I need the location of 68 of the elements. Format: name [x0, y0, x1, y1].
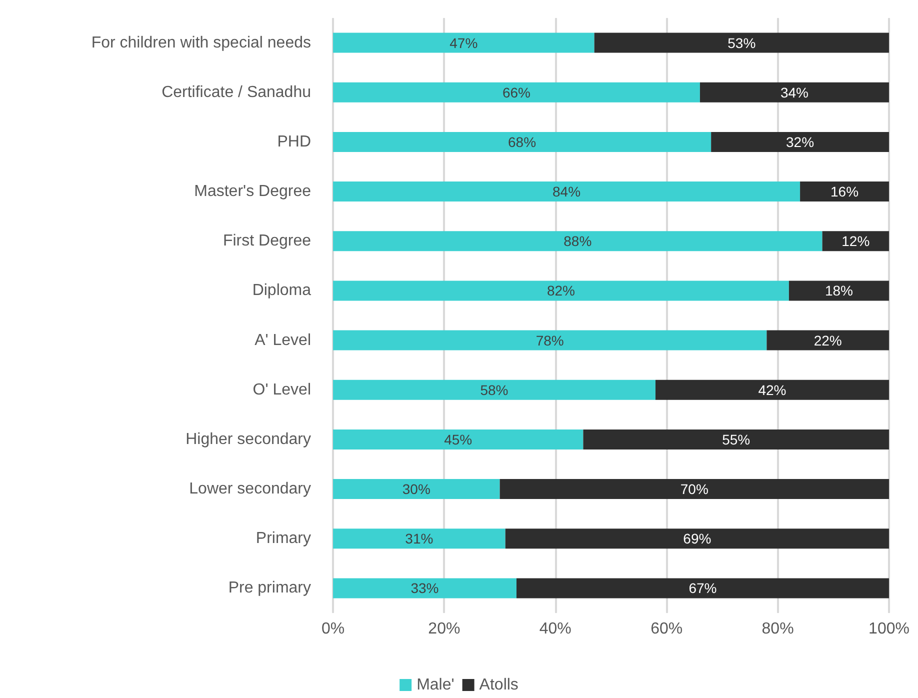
- data-label: 70%: [680, 481, 708, 498]
- legend-label: Male': [416, 676, 454, 694]
- bar: [333, 528, 506, 549]
- bar: [800, 182, 889, 202]
- y-tick-label: PHD: [277, 133, 311, 150]
- y-tick-label: Higher secondary: [186, 430, 311, 448]
- data-label: 16%: [830, 184, 859, 200]
- bar: [333, 280, 789, 301]
- bar: [333, 380, 656, 400]
- data-label: 82%: [546, 282, 575, 299]
- y-tick-label: Primary: [256, 530, 311, 548]
- x-tick-label: 80%: [762, 620, 794, 638]
- bar: [766, 330, 889, 350]
- bar: [333, 182, 800, 202]
- data-label: 30%: [402, 481, 430, 498]
- data-label: 68%: [508, 134, 536, 150]
- y-tick-label: First Degree: [222, 232, 312, 250]
- bar: [333, 32, 594, 53]
- bar: [711, 132, 889, 152]
- bar: [700, 82, 889, 102]
- data-label: 58%: [480, 382, 508, 398]
- x-tick-label: 100%: [868, 620, 910, 638]
- data-label: 18%: [824, 282, 853, 299]
- y-tick-label: For children with special needs: [91, 34, 311, 52]
- bar: [822, 231, 889, 252]
- bar: [333, 578, 516, 598]
- data-label: 12%: [842, 233, 870, 250]
- x-tick-label: 20%: [428, 620, 460, 638]
- bar: [788, 280, 889, 301]
- data-label: 55%: [722, 431, 750, 448]
- x-tick-label: 40%: [539, 620, 572, 638]
- legend-label: Atolls: [479, 676, 518, 694]
- data-label: 34%: [780, 84, 808, 100]
- data-label: 69%: [683, 530, 712, 547]
- y-tick-label: A' Level: [254, 332, 311, 349]
- data-label: 53%: [728, 34, 756, 51]
- bar: [333, 231, 822, 252]
- y-tick-label: Lower secondary: [189, 480, 311, 498]
- data-label: 88%: [564, 233, 592, 250]
- data-label: 33%: [410, 580, 439, 596]
- y-tick-label: Diploma: [252, 282, 312, 300]
- data-label: 32%: [786, 134, 814, 150]
- bar: [655, 380, 889, 400]
- data-label: 84%: [552, 184, 581, 200]
- bar: [333, 82, 700, 102]
- data-label: 47%: [450, 34, 478, 51]
- data-label: 67%: [688, 580, 717, 596]
- y-tick-label: O' Level: [252, 381, 311, 398]
- data-label: 31%: [405, 530, 434, 547]
- y-tick-label: Pre primary: [228, 580, 311, 597]
- bar: [516, 578, 889, 598]
- bar: [333, 330, 767, 350]
- y-tick-label: Certificate / Sanadhu: [162, 84, 311, 101]
- bar: [333, 479, 500, 500]
- data-label: 22%: [814, 332, 842, 348]
- data-label: 42%: [758, 382, 786, 398]
- bar: [500, 479, 889, 500]
- x-tick-label: 60%: [650, 620, 683, 638]
- bar: [333, 429, 584, 450]
- bar: [594, 32, 889, 53]
- bar: [333, 132, 712, 152]
- y-tick-label: Master's Degree: [194, 183, 312, 200]
- bar: [583, 429, 889, 450]
- bar: [505, 528, 889, 549]
- data-label: 66%: [502, 84, 530, 100]
- data-label: 45%: [444, 431, 472, 448]
- x-tick-label: 0%: [321, 620, 345, 638]
- data-label: 78%: [536, 332, 564, 348]
